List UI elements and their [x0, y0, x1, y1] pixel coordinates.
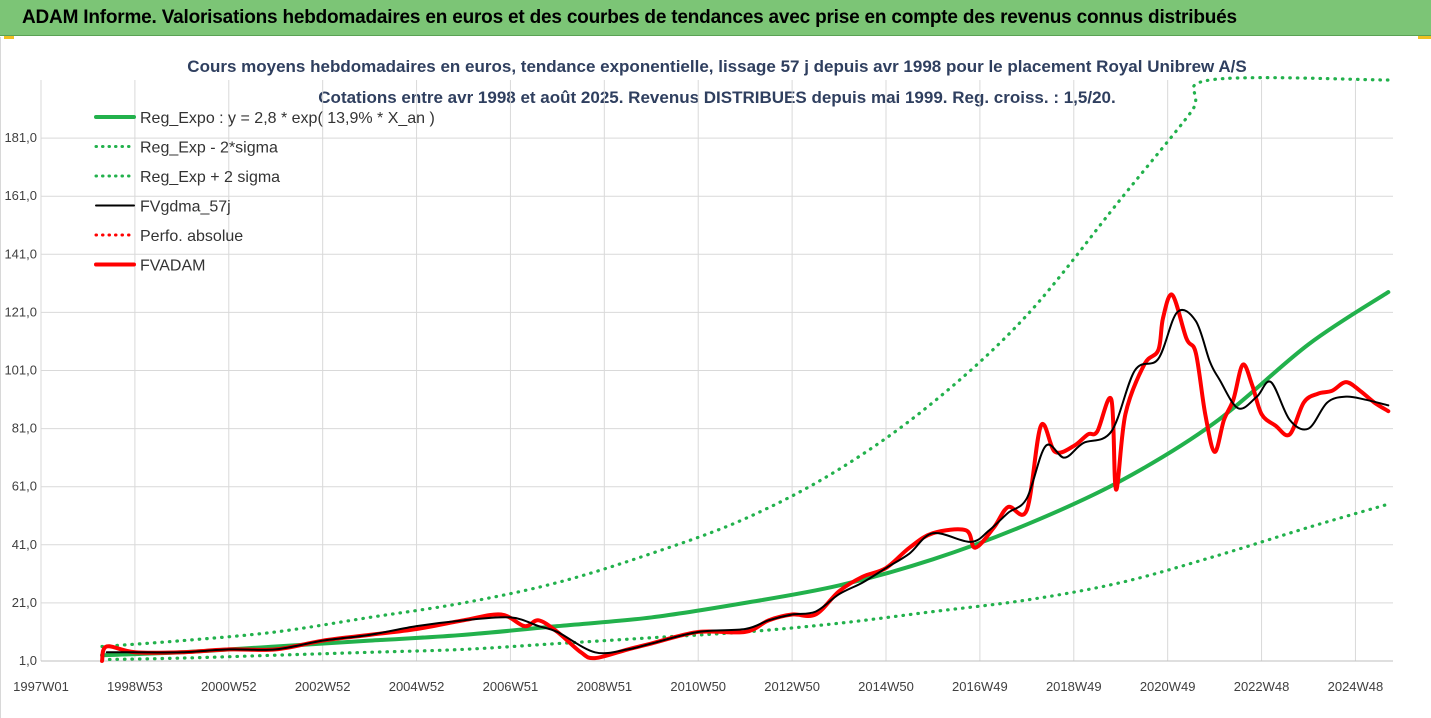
- legend-label: FVADAM: [140, 258, 205, 275]
- report-banner: ADAM Informe. Valorisations hebdomadaire…: [0, 0, 1431, 36]
- y-tick-label: 141,0: [4, 246, 37, 261]
- x-tick-label: 2016W49: [952, 679, 1008, 694]
- chart-area: Cours moyens hebdomadaires en euros, ten…: [0, 37, 1431, 718]
- y-tick-label: 81,0: [12, 421, 37, 436]
- x-tick-label: 2002W52: [295, 679, 351, 694]
- report-title: ADAM Informe. Valorisations hebdomadaire…: [22, 7, 1237, 28]
- x-tick-label: 2000W52: [201, 679, 257, 694]
- legend-label: FVgdma_57j: [140, 199, 231, 216]
- line-chart: Cours moyens hebdomadaires en euros, ten…: [4, 57, 1393, 694]
- y-tick-label: 101,0: [4, 363, 37, 378]
- x-tick-label: 2014W50: [858, 679, 914, 694]
- series-line-5: [100, 292, 1391, 663]
- y-tick-label: 61,0: [12, 479, 37, 494]
- x-tick-label: 1998W53: [107, 679, 163, 694]
- x-tick-label: 1997W01: [13, 679, 69, 694]
- y-tick-label: 41,0: [12, 537, 37, 552]
- chart-title: Cours moyens hebdomadaires en euros, ten…: [187, 57, 1246, 76]
- legend-label: Reg_Exp + 2 sigma: [140, 169, 280, 186]
- corner-mark-right: [1418, 36, 1431, 39]
- y-tick-label: 121,0: [4, 304, 37, 319]
- x-tick-label: 2020W49: [1140, 679, 1196, 694]
- x-tick-label: 2008W51: [577, 679, 633, 694]
- chart-subtitle: Cotations entre avr 1998 et août 2025. R…: [318, 88, 1115, 107]
- series-line-3: [105, 308, 1390, 655]
- x-tick-label: 2004W52: [389, 679, 445, 694]
- x-tick-label: 2022W48: [1234, 679, 1290, 694]
- y-tick-label: 161,0: [4, 188, 37, 203]
- legend-label: Reg_Expo : y = 2,8 * exp( 13,9% * X_an ): [140, 110, 435, 127]
- y-tick-label: 181,0: [4, 130, 37, 145]
- x-tick-label: 2024W48: [1328, 679, 1384, 694]
- y-tick-label: 21,0: [12, 595, 37, 610]
- y-tick-label: 1,0: [19, 653, 37, 668]
- series-line-2: [100, 76, 1390, 649]
- corner-mark-left: [4, 36, 14, 39]
- x-tick-label: 2018W49: [1046, 679, 1102, 694]
- legend-label: Reg_Exp - 2*sigma: [140, 140, 278, 157]
- series-line-1: [100, 502, 1390, 662]
- x-tick-label: 2012W50: [764, 679, 820, 694]
- legend-label: Perfo. absolue: [140, 228, 243, 245]
- x-tick-label: 2006W51: [483, 679, 539, 694]
- x-tick-label: 2010W50: [670, 679, 726, 694]
- series-line-0: [100, 290, 1391, 658]
